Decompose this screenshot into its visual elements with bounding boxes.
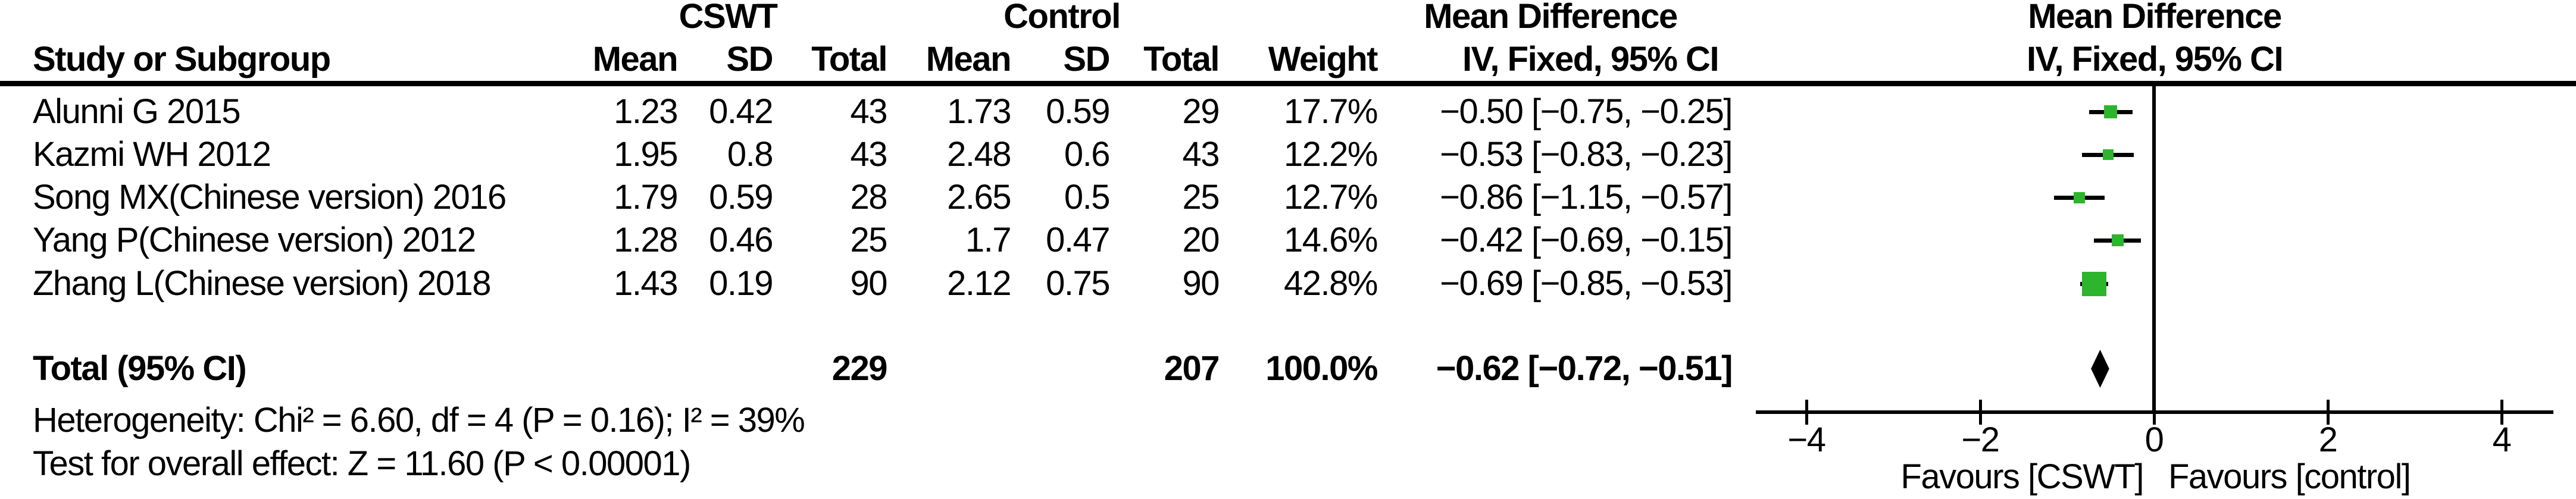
col-group-mean-difference: Mean Difference (1424, 0, 1678, 36)
ctrl-sd-value: 0.47 (1046, 221, 1110, 259)
weight-value: 17.7% (1284, 92, 1378, 131)
col-header-cswt-total: Total (811, 40, 887, 79)
weight-value: 12.2% (1284, 135, 1378, 174)
md-ci-value: −0.69 [−0.85, −0.53] (1440, 264, 1733, 303)
study-effect-square (2073, 192, 2085, 203)
study-effect-square (2104, 105, 2117, 118)
weight-value: 14.6% (1284, 221, 1378, 259)
total-md-ci: −0.62 [−0.72, −0.51] (1436, 349, 1733, 388)
ctrl-mean-value: 2.65 (947, 178, 1011, 216)
weight-value: 42.8% (1284, 264, 1378, 303)
md-ci-value: −0.42 [−0.69, −0.15] (1440, 221, 1733, 259)
total-ctrl-total: 207 (1164, 349, 1220, 388)
ctrl-total-value: 43 (1182, 135, 1220, 174)
cswt-total-value: 28 (850, 178, 887, 216)
x-axis-tick (1979, 400, 1982, 425)
ctrl-mean-value: 1.7 (965, 221, 1012, 259)
x-tick-label-4: 4 (2492, 420, 2512, 459)
ctrl-sd-value: 0.5 (1064, 178, 1111, 216)
study-name: Zhang L(Chinese version) 2018 (33, 264, 491, 303)
weight-value: 12.7% (1284, 178, 1378, 216)
x-tick-label-1: −2 (1961, 420, 2000, 459)
cswt-mean-value: 1.23 (614, 92, 678, 131)
cswt-total-value: 90 (850, 264, 887, 303)
total-diamond (2091, 350, 2109, 388)
ctrl-total-value: 90 (1182, 264, 1220, 303)
ctrl-total-value: 29 (1182, 92, 1220, 131)
plot-header-line2: IV, Fixed, 95% CI (2026, 40, 2284, 79)
total-cswt-total: 229 (831, 349, 888, 388)
col-header-weight: Weight (1268, 40, 1378, 79)
study-name: Yang P(Chinese version) 2012 (33, 221, 476, 259)
cswt-mean-value: 1.43 (614, 264, 678, 303)
col-header-cswt-mean: Mean (592, 40, 679, 79)
x-axis-tick (2500, 400, 2503, 425)
x-tick-label-2: 0 (2144, 420, 2164, 459)
cswt-mean-value: 1.79 (614, 178, 678, 216)
x-tick-label-3: 2 (2318, 420, 2338, 459)
cswt-sd-value: 0.46 (709, 221, 773, 259)
ctrl-total-value: 25 (1182, 178, 1220, 216)
favours-cswt-label: Favours [CSWT] (1900, 457, 2144, 496)
heterogeneity-text: Heterogeneity: Chi² = 6.60, df = 4 (P = … (33, 401, 805, 440)
md-ci-value: −0.50 [−0.75, −0.25] (1440, 92, 1733, 131)
ctrl-mean-value: 2.48 (947, 135, 1011, 174)
ctrl-sd-value: 0.6 (1064, 135, 1111, 174)
md-ci-value: −0.53 [−0.83, −0.23] (1440, 135, 1733, 174)
col-header-study: Study or Subgroup (33, 40, 331, 79)
cswt-sd-value: 0.19 (709, 264, 773, 303)
col-header-ctrl-mean: Mean (926, 40, 1012, 79)
cswt-total-value: 43 (850, 135, 887, 174)
cswt-sd-value: 0.42 (709, 92, 773, 131)
total-label: Total (95% CI) (33, 349, 247, 388)
col-header-cswt-sd: SD (726, 40, 773, 79)
favours-control-label: Favours [control] (2168, 457, 2411, 496)
cswt-total-value: 25 (850, 221, 887, 259)
x-axis-tick (1805, 400, 1808, 425)
overall-effect-text: Test for overall effect: Z = 11.60 (P < … (33, 444, 691, 483)
cswt-sd-value: 0.59 (709, 178, 773, 216)
zero-line (2152, 86, 2156, 414)
x-axis-tick (2327, 400, 2330, 425)
col-group-control: Control (1003, 0, 1121, 36)
x-axis-tick (2153, 400, 2156, 425)
col-header-ctrl-total: Total (1143, 40, 1220, 79)
study-effect-square (2102, 149, 2114, 160)
study-effect-square (2081, 271, 2106, 296)
total-weight: 100.0% (1265, 349, 1378, 388)
cswt-sd-value: 0.8 (727, 135, 774, 174)
col-header-ctrl-sd: SD (1063, 40, 1110, 79)
study-name: Alunni G 2015 (33, 92, 241, 131)
md-ci-value: −0.86 [−1.15, −0.57] (1440, 178, 1733, 216)
cswt-total-value: 43 (850, 92, 887, 131)
ctrl-sd-value: 0.59 (1046, 92, 1110, 131)
study-name: Song MX(Chinese version) 2016 (33, 178, 507, 216)
ctrl-sd-value: 0.75 (1046, 264, 1110, 303)
header-rule (0, 81, 2576, 86)
col-header-iv-fixed: IV, Fixed, 95% CI (1462, 40, 1720, 79)
ctrl-mean-value: 2.12 (947, 264, 1011, 303)
ctrl-mean-value: 1.73 (947, 92, 1011, 131)
study-effect-square (2111, 234, 2124, 246)
cswt-mean-value: 1.28 (614, 221, 678, 259)
study-name: Kazmi WH 2012 (33, 135, 271, 174)
cswt-mean-value: 1.95 (614, 135, 678, 174)
col-group-cswt: CSWT (679, 0, 778, 36)
ctrl-total-value: 20 (1182, 221, 1220, 259)
plot-header-line1: Mean Difference (2028, 0, 2282, 36)
x-tick-label-0: −4 (1787, 420, 1826, 459)
